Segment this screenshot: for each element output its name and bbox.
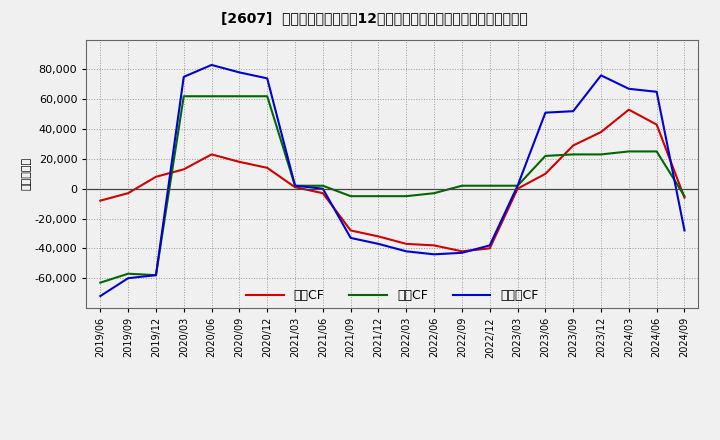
営業CF <box>374 234 383 239</box>
投資CF <box>652 149 661 154</box>
フリーCF <box>652 89 661 95</box>
フリーCF <box>346 235 355 241</box>
フリーCF <box>124 275 132 281</box>
投資CF <box>485 183 494 188</box>
フリーCF <box>179 74 188 80</box>
営業CF <box>652 122 661 127</box>
営業CF <box>152 174 161 180</box>
営業CF <box>680 195 689 200</box>
フリーCF <box>458 250 467 256</box>
フリーCF <box>207 62 216 68</box>
投資CF <box>374 194 383 199</box>
Legend: 営業CF, 投資CF, フリーCF: 営業CF, 投資CF, フリーCF <box>241 284 544 307</box>
投資CF <box>458 183 467 188</box>
投資CF <box>96 280 104 285</box>
フリーCF <box>513 183 522 188</box>
営業CF <box>96 198 104 203</box>
営業CF <box>346 228 355 233</box>
営業CF <box>124 191 132 196</box>
Text: [2607]  キャッシュフローの12か月移動合計の対前年同期増減額の推移: [2607] キャッシュフローの12か月移動合計の対前年同期増減額の推移 <box>221 11 528 25</box>
フリーCF <box>152 272 161 278</box>
フリーCF <box>680 228 689 233</box>
投資CF <box>263 94 271 99</box>
営業CF <box>430 243 438 248</box>
フリーCF <box>374 241 383 246</box>
営業CF <box>569 143 577 148</box>
営業CF <box>235 159 243 165</box>
Line: フリーCF: フリーCF <box>100 65 685 296</box>
投資CF <box>152 272 161 278</box>
Y-axis label: （百万円）: （百万円） <box>22 157 32 191</box>
フリーCF <box>624 86 633 92</box>
フリーCF <box>96 293 104 299</box>
フリーCF <box>485 243 494 248</box>
営業CF <box>318 191 327 196</box>
営業CF <box>624 107 633 112</box>
投資CF <box>291 183 300 188</box>
営業CF <box>179 167 188 172</box>
投資CF <box>207 94 216 99</box>
投資CF <box>569 152 577 157</box>
営業CF <box>485 246 494 251</box>
フリーCF <box>597 73 606 78</box>
フリーCF <box>541 110 550 115</box>
フリーCF <box>430 252 438 257</box>
投資CF <box>346 194 355 199</box>
営業CF <box>402 241 410 246</box>
営業CF <box>541 171 550 176</box>
営業CF <box>597 129 606 135</box>
投資CF <box>235 94 243 99</box>
営業CF <box>291 184 300 190</box>
フリーCF <box>569 109 577 114</box>
投資CF <box>597 152 606 157</box>
投資CF <box>624 149 633 154</box>
投資CF <box>513 183 522 188</box>
投資CF <box>541 153 550 158</box>
営業CF <box>458 249 467 254</box>
Line: 営業CF: 営業CF <box>100 110 685 251</box>
営業CF <box>513 186 522 191</box>
投資CF <box>402 194 410 199</box>
投資CF <box>318 183 327 188</box>
投資CF <box>680 194 689 199</box>
フリーCF <box>402 249 410 254</box>
営業CF <box>263 165 271 170</box>
フリーCF <box>318 186 327 191</box>
投資CF <box>179 94 188 99</box>
フリーCF <box>291 183 300 188</box>
フリーCF <box>263 76 271 81</box>
フリーCF <box>235 70 243 75</box>
投資CF <box>124 271 132 276</box>
投資CF <box>430 191 438 196</box>
Line: 投資CF: 投資CF <box>100 96 685 282</box>
営業CF <box>207 152 216 157</box>
